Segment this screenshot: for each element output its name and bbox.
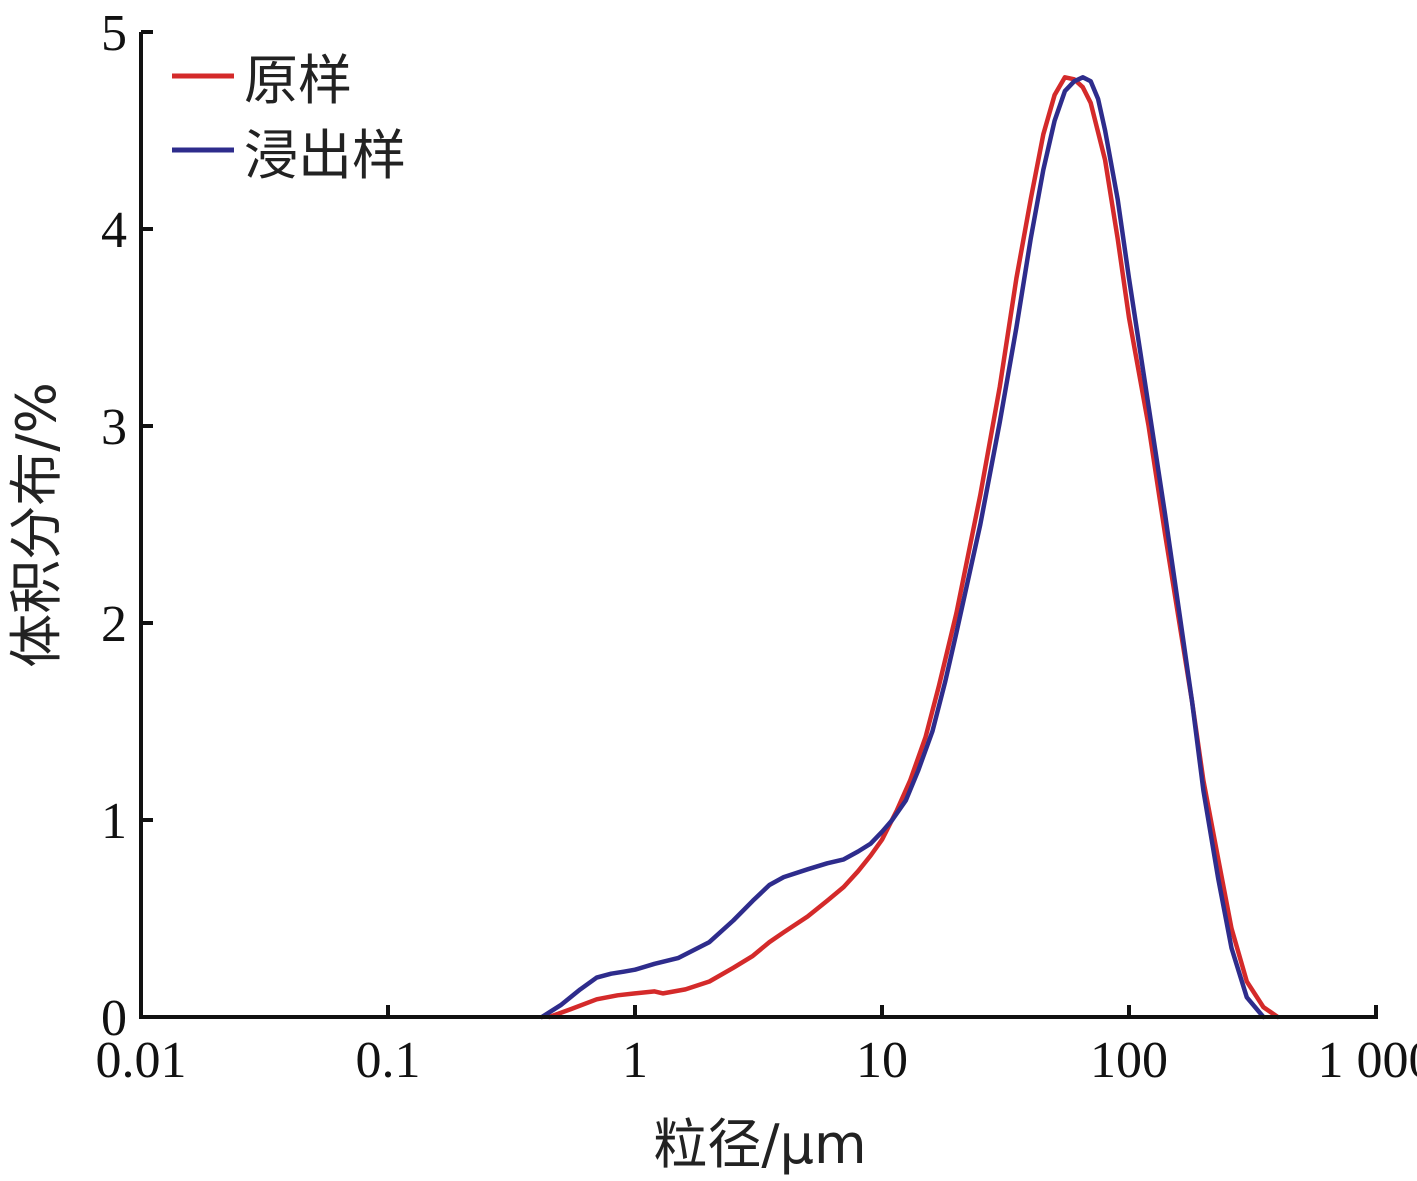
legend: 原样 浸出样 (172, 49, 406, 187)
y-tick-label: 0 (101, 990, 127, 1047)
axes-layer (139, 32, 1378, 1019)
series-layer (539, 75, 1280, 1020)
x-tick-label: 0.1 (356, 1032, 421, 1089)
ticks-layer: 0.01 0.1 1 10 100 1 000 0 1 2 3 4 5 (96, 5, 1417, 1089)
y-tick-label: 2 (101, 596, 127, 653)
x-tick-label: 10 (856, 1032, 908, 1089)
x-tick-label: 100 (1090, 1032, 1168, 1089)
y-axis-title: 体积分布/% (5, 382, 68, 668)
x-tick-label: 1 (622, 1032, 648, 1089)
series-line-1 (539, 75, 1266, 1020)
legend-label-series-1: 浸出样 (244, 124, 406, 187)
y-tick-label: 3 (101, 399, 127, 456)
y-tick-label: 4 (101, 202, 127, 259)
y-tick-label: 5 (101, 5, 127, 62)
series-line-0 (547, 75, 1280, 1020)
legend-label-series-0: 原样 (244, 49, 352, 112)
x-tick-label: 0.01 (96, 1032, 187, 1089)
x-axis-title: 粒径/μm (653, 1113, 866, 1176)
x-tick-label: 1 000 (1318, 1032, 1417, 1089)
y-tick-label: 1 (101, 793, 127, 850)
